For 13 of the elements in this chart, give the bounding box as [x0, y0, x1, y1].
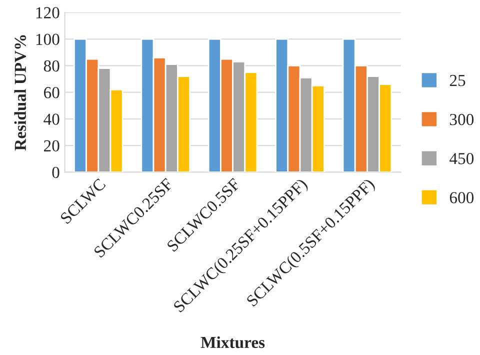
y-tick-label: 60: [44, 87, 60, 98]
y-tick-label: 120: [36, 7, 60, 18]
y-tick-label: 0: [52, 166, 60, 178]
y-axis-title: Residual UPV%: [14, 35, 26, 151]
legend-label: 600: [450, 192, 474, 204]
y-tick-label: 100: [36, 34, 60, 45]
y-tick-label: 20: [44, 140, 60, 152]
legend-label: 450: [450, 152, 474, 164]
x-axis-title: Mixtures: [200, 336, 265, 348]
y-tick-label: 80: [44, 60, 60, 72]
legend-label: 25: [450, 74, 466, 86]
y-tick-label: 40: [44, 114, 60, 125]
legend-label: 300: [450, 114, 474, 126]
